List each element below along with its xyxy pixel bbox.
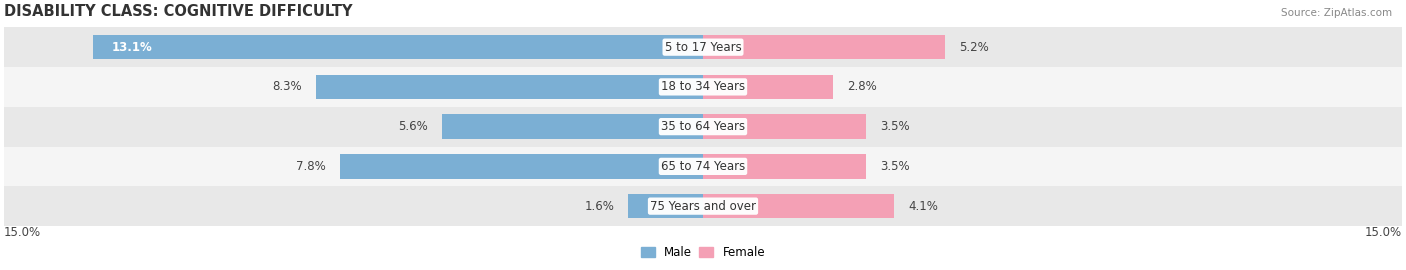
Text: Source: ZipAtlas.com: Source: ZipAtlas.com	[1281, 8, 1392, 18]
Text: DISABILITY CLASS: COGNITIVE DIFFICULTY: DISABILITY CLASS: COGNITIVE DIFFICULTY	[4, 4, 353, 19]
Text: 13.1%: 13.1%	[111, 41, 152, 54]
Bar	[93, 35, 703, 59]
Bar	[628, 194, 703, 218]
Bar	[4, 107, 1402, 147]
Bar	[340, 154, 703, 179]
Text: 5 to 17 Years: 5 to 17 Years	[665, 41, 741, 54]
Bar	[4, 147, 1402, 186]
Bar	[703, 194, 894, 218]
Text: 5.6%: 5.6%	[398, 120, 427, 133]
Text: 15.0%: 15.0%	[1365, 226, 1402, 239]
Bar	[316, 75, 703, 99]
Text: 3.5%: 3.5%	[880, 120, 910, 133]
Bar	[4, 67, 1402, 107]
Text: 5.2%: 5.2%	[959, 41, 988, 54]
Bar	[703, 35, 945, 59]
Text: 18 to 34 Years: 18 to 34 Years	[661, 80, 745, 93]
Bar	[4, 186, 1402, 226]
Text: 7.8%: 7.8%	[295, 160, 326, 173]
Text: 35 to 64 Years: 35 to 64 Years	[661, 120, 745, 133]
Text: 15.0%: 15.0%	[4, 226, 41, 239]
Bar	[703, 114, 866, 139]
Bar	[441, 114, 703, 139]
Text: 4.1%: 4.1%	[908, 200, 938, 213]
Text: 1.6%: 1.6%	[585, 200, 614, 213]
Bar	[703, 154, 866, 179]
Bar	[703, 75, 834, 99]
Text: 8.3%: 8.3%	[273, 80, 302, 93]
Text: 2.8%: 2.8%	[848, 80, 877, 93]
Bar	[4, 27, 1402, 67]
Text: 75 Years and over: 75 Years and over	[650, 200, 756, 213]
Legend: Male, Female: Male, Female	[636, 241, 770, 264]
Text: 65 to 74 Years: 65 to 74 Years	[661, 160, 745, 173]
Text: 3.5%: 3.5%	[880, 160, 910, 173]
